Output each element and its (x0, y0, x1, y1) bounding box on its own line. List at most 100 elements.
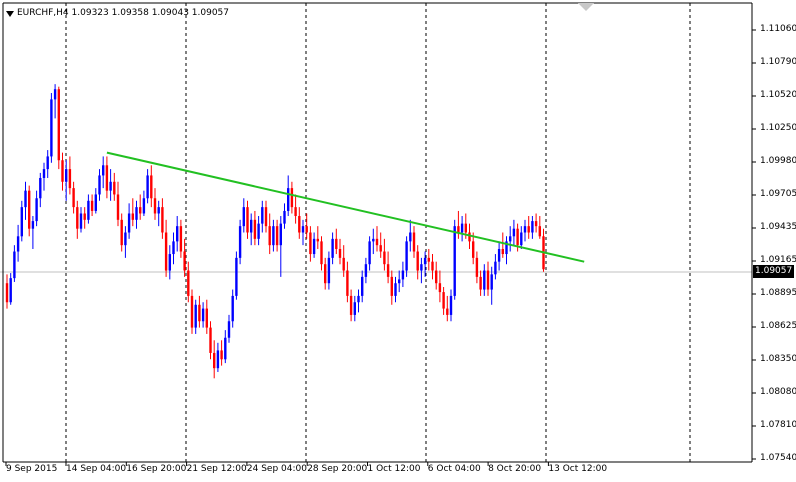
candle (250, 213, 253, 246)
candle-body (301, 226, 305, 233)
candle-body (379, 245, 382, 252)
candle (390, 270, 393, 305)
candle (272, 219, 275, 252)
candle (398, 270, 401, 293)
candle-body (213, 352, 216, 369)
candle (257, 216, 260, 246)
candle (153, 188, 157, 220)
candle (523, 219, 527, 242)
candle (187, 261, 190, 303)
candle-body (113, 181, 116, 195)
candle (483, 264, 486, 296)
candle-body (46, 156, 49, 170)
chart-menu-arrow-icon[interactable] (6, 11, 14, 17)
candle (113, 172, 116, 201)
candle (379, 232, 382, 258)
y-tick-label: 1.10520 (760, 90, 796, 100)
y-tick-label: 1.09165 (760, 255, 796, 265)
candle (5, 274, 9, 309)
candle (242, 198, 245, 233)
candle-body (483, 270, 486, 290)
candle-body (523, 226, 527, 233)
candle-body (460, 223, 464, 233)
symbol-label: EURCHF,H4 (17, 8, 69, 18)
candle (201, 302, 205, 328)
candle-body (427, 257, 430, 262)
candle (394, 276, 397, 303)
candle-body (509, 236, 512, 242)
candle-body (423, 257, 427, 265)
candle (475, 251, 479, 284)
candle-body (224, 337, 227, 360)
x-tick-label: 28 Sep 20:00 (307, 464, 368, 474)
candle-body (35, 198, 38, 222)
candle (79, 207, 83, 233)
candle-body (28, 190, 31, 229)
candle (57, 86, 60, 170)
candle-body (53, 89, 57, 100)
candle-body (449, 295, 453, 315)
candle-body (494, 261, 497, 275)
candle (94, 188, 97, 214)
candle (131, 198, 134, 227)
candle (512, 219, 516, 246)
candle (472, 232, 475, 265)
candle-body (364, 264, 368, 277)
chart-shift-marker-icon[interactable] (578, 3, 594, 11)
candle-body (331, 238, 334, 258)
candle (194, 299, 197, 334)
candle-body (124, 232, 127, 246)
candle-body (324, 264, 327, 284)
x-tick-label: 14 Sep 04:00 (66, 464, 127, 474)
candle (35, 190, 38, 227)
candle-body (479, 276, 482, 290)
candle (164, 219, 168, 277)
x-tick-label: 21 Sep 12:00 (186, 464, 247, 474)
candle-body (76, 207, 79, 229)
trendline (106, 151, 585, 263)
candle (102, 156, 105, 189)
candle-body (353, 302, 356, 315)
candle (227, 314, 231, 343)
candle (427, 248, 430, 271)
candle-body (127, 213, 131, 233)
candle (375, 226, 379, 252)
candle-body (227, 321, 231, 338)
candle-body (42, 169, 46, 178)
candle (161, 198, 164, 239)
candle (24, 181, 27, 220)
candle-body (94, 194, 97, 211)
y-tick-label: 1.09980 (760, 156, 796, 166)
candle-body (357, 295, 360, 303)
candle (412, 226, 416, 258)
candle (205, 299, 208, 334)
candle (290, 181, 294, 214)
candle-body (190, 295, 194, 328)
y-tick-label: 1.09435 (760, 222, 796, 232)
candle (431, 254, 434, 280)
candle-body (39, 177, 42, 199)
candle-body (383, 251, 386, 265)
candle-body (457, 226, 460, 233)
candle-body (497, 248, 501, 262)
candle (98, 169, 101, 201)
candle-body (442, 292, 445, 309)
candle (142, 190, 146, 217)
candle-body (372, 238, 375, 242)
candle-body (501, 248, 504, 255)
current-price-tag: 1.09057 (753, 265, 794, 278)
candle-body (486, 270, 490, 290)
candle (446, 295, 449, 322)
candle-body (527, 226, 530, 233)
candle-body (453, 226, 456, 296)
candle-body (534, 221, 538, 227)
candle-body (275, 226, 279, 246)
x-tick-label: 24 Sep 04:00 (246, 464, 307, 474)
candle (320, 236, 323, 271)
candle (283, 203, 286, 229)
candle-body (505, 241, 508, 255)
candle (423, 251, 427, 277)
candle-body (257, 223, 260, 239)
candle-body (220, 350, 223, 360)
